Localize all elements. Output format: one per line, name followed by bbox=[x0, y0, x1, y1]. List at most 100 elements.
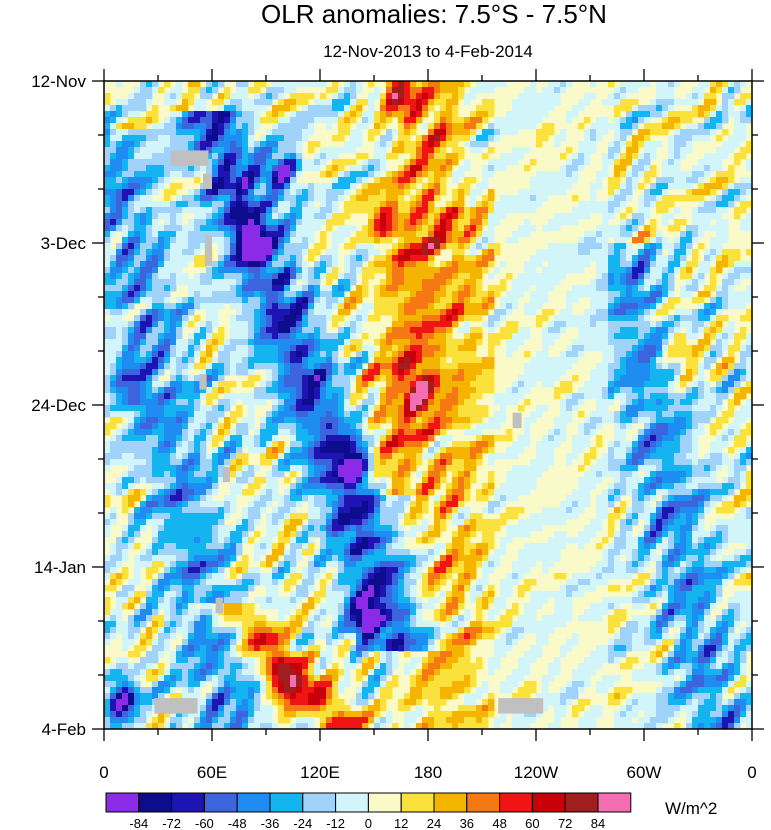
anomaly-cell bbox=[314, 279, 321, 286]
anomaly-cell bbox=[200, 93, 207, 100]
anomaly-cell bbox=[746, 225, 753, 232]
anomaly-cell bbox=[242, 309, 249, 316]
anomaly-cell bbox=[572, 255, 579, 262]
anomaly-cell bbox=[710, 237, 717, 244]
anomaly-cell bbox=[482, 177, 489, 184]
anomaly-cell bbox=[314, 225, 321, 232]
anomaly-cell bbox=[182, 369, 189, 376]
anomaly-cell bbox=[254, 231, 261, 238]
anomaly-cell bbox=[734, 129, 741, 136]
anomaly-cell bbox=[230, 159, 237, 166]
anomaly-cell bbox=[446, 315, 453, 322]
anomaly-cell bbox=[668, 345, 675, 352]
anomaly-cell bbox=[644, 213, 651, 220]
anomaly-cell bbox=[266, 321, 273, 328]
anomaly-cell bbox=[674, 399, 681, 406]
anomaly-cell bbox=[710, 411, 717, 418]
anomaly-cell bbox=[614, 249, 621, 256]
anomaly-cell bbox=[374, 309, 381, 316]
anomaly-cell bbox=[494, 123, 501, 130]
anomaly-cell bbox=[416, 99, 423, 106]
anomaly-cell bbox=[434, 117, 441, 124]
anomaly-cell bbox=[248, 369, 255, 376]
anomaly-cell bbox=[710, 195, 717, 202]
anomaly-cell bbox=[494, 117, 501, 124]
anomaly-cell bbox=[734, 99, 741, 106]
anomaly-cell bbox=[356, 189, 363, 196]
anomaly-cell bbox=[398, 267, 405, 274]
anomaly-cell bbox=[116, 159, 123, 166]
anomaly-cell bbox=[578, 99, 585, 106]
anomaly-cell bbox=[158, 309, 165, 316]
anomaly-cell bbox=[440, 117, 447, 124]
anomaly-cell bbox=[404, 405, 411, 412]
anomaly-cell bbox=[608, 249, 615, 256]
anomaly-cell bbox=[266, 417, 273, 424]
anomaly-cell bbox=[620, 267, 627, 274]
anomaly-cell bbox=[284, 339, 291, 346]
anomaly-cell bbox=[596, 381, 603, 388]
anomaly-cell bbox=[296, 141, 303, 148]
anomaly-cell bbox=[344, 225, 351, 232]
anomaly-cell bbox=[386, 153, 393, 160]
anomaly-cell bbox=[440, 375, 447, 382]
anomaly-cell bbox=[110, 105, 117, 112]
anomaly-cell bbox=[548, 327, 555, 334]
anomaly-cell bbox=[218, 129, 225, 136]
anomaly-cell bbox=[620, 297, 627, 304]
anomaly-cell bbox=[122, 423, 129, 430]
anomaly-cell bbox=[710, 345, 717, 352]
anomaly-cell bbox=[404, 99, 411, 106]
anomaly-cell bbox=[596, 345, 603, 352]
anomaly-cell bbox=[116, 213, 123, 220]
anomaly-cell bbox=[164, 393, 171, 400]
anomaly-cell bbox=[284, 279, 291, 286]
anomaly-cell bbox=[740, 363, 747, 370]
anomaly-cell bbox=[302, 327, 309, 334]
anomaly-cell bbox=[674, 141, 681, 148]
anomaly-cell bbox=[584, 417, 591, 424]
anomaly-cell bbox=[218, 99, 225, 106]
anomaly-cell bbox=[128, 333, 135, 340]
anomaly-cell bbox=[434, 387, 441, 394]
anomaly-cell bbox=[296, 405, 303, 412]
anomaly-cell bbox=[356, 291, 363, 298]
anomaly-cell bbox=[698, 369, 705, 376]
anomaly-cell bbox=[416, 273, 423, 280]
anomaly-cell bbox=[320, 297, 327, 304]
anomaly-cell bbox=[362, 387, 369, 394]
anomaly-cell bbox=[374, 303, 381, 310]
anomaly-cell bbox=[428, 261, 435, 268]
anomaly-cell bbox=[260, 159, 267, 166]
anomaly-cell bbox=[578, 201, 585, 208]
anomaly-cell bbox=[344, 255, 351, 262]
anomaly-cell bbox=[224, 225, 231, 232]
anomaly-cell bbox=[566, 249, 573, 256]
anomaly-cell bbox=[278, 159, 285, 166]
anomaly-cell bbox=[308, 267, 315, 274]
anomaly-cell bbox=[344, 297, 351, 304]
anomaly-cell bbox=[116, 315, 123, 322]
anomaly-cell bbox=[242, 249, 249, 256]
anomaly-cell bbox=[494, 129, 501, 136]
anomaly-cell bbox=[266, 357, 273, 364]
anomaly-cell bbox=[362, 225, 369, 232]
anomaly-cell bbox=[416, 231, 423, 238]
anomaly-cell bbox=[266, 381, 273, 388]
anomaly-cell bbox=[614, 285, 621, 292]
anomaly-cell bbox=[356, 249, 363, 256]
anomaly-cell bbox=[266, 147, 273, 154]
anomaly-cell bbox=[212, 129, 219, 136]
anomaly-cell bbox=[668, 201, 675, 208]
anomaly-cell bbox=[146, 129, 153, 136]
anomaly-cell bbox=[638, 117, 645, 124]
anomaly-cell bbox=[680, 195, 687, 202]
anomaly-cell bbox=[668, 321, 675, 328]
anomaly-cell bbox=[698, 165, 705, 172]
anomaly-cell bbox=[644, 135, 651, 142]
anomaly-cell bbox=[416, 369, 423, 376]
anomaly-cell bbox=[494, 321, 501, 328]
anomaly-cell bbox=[218, 261, 225, 268]
anomaly-cell bbox=[704, 309, 711, 316]
anomaly-cell bbox=[206, 297, 213, 304]
